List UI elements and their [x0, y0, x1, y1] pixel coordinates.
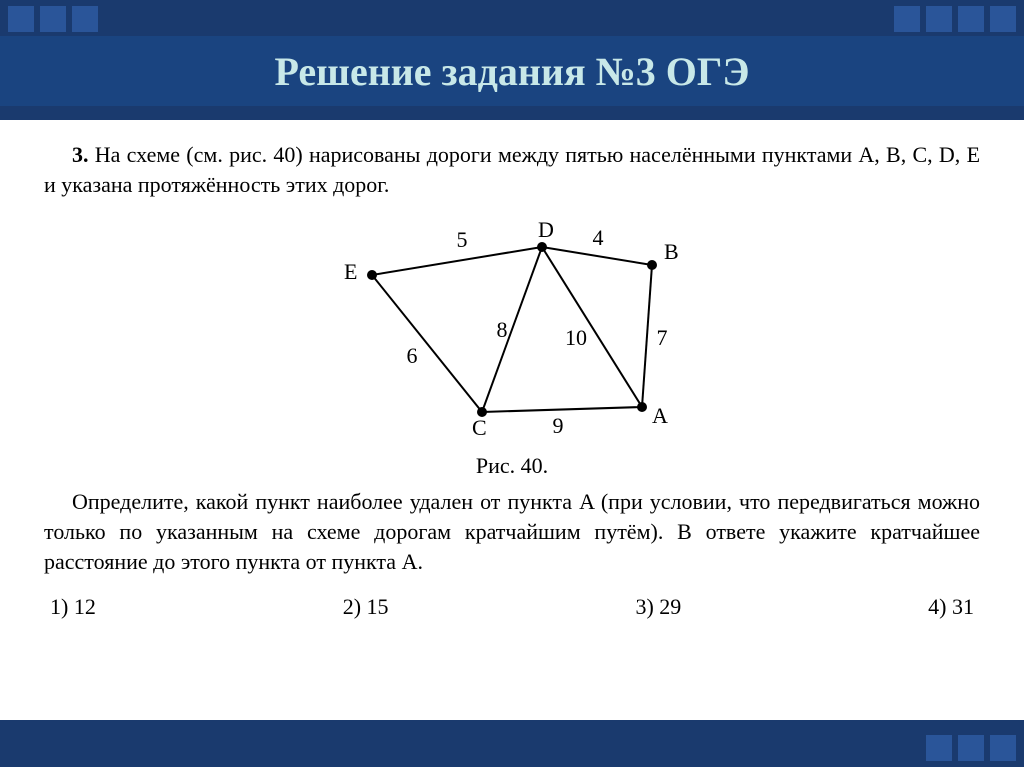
- content-area: 3. На схеме (см. рис. 40) нарисованы дор…: [0, 120, 1024, 720]
- graph-diagram: 5 4 7 9 6 8 10 A B C D E: [302, 217, 722, 447]
- svg-text:C: C: [472, 415, 487, 440]
- option-3: 3) 29: [635, 594, 681, 620]
- svg-text:B: B: [664, 239, 679, 264]
- svg-text:9: 9: [553, 413, 564, 438]
- title-bar: Решение задания №3 ОГЭ: [0, 36, 1024, 106]
- problem-text-2: Определите, какой пункт наиболее удален …: [44, 489, 980, 573]
- option-2: 2) 15: [343, 594, 389, 620]
- svg-text:D: D: [538, 217, 554, 242]
- slide-title: Решение задания №3 ОГЭ: [275, 48, 750, 95]
- svg-text:4: 4: [593, 225, 604, 250]
- problem-text-1: На схеме (см. рис. 40) нарисованы дороги…: [44, 142, 980, 197]
- figure: 5 4 7 9 6 8 10 A B C D E Рис. 40.: [44, 217, 980, 479]
- problem-paragraph-2: Определите, какой пункт наиболее удален …: [44, 487, 980, 576]
- svg-text:6: 6: [407, 343, 418, 368]
- problem-number: 3.: [72, 142, 89, 167]
- figure-caption: Рис. 40.: [476, 453, 548, 479]
- svg-text:A: A: [652, 403, 668, 428]
- svg-text:E: E: [344, 259, 357, 284]
- problem-paragraph-1: 3. На схеме (см. рис. 40) нарисованы дор…: [44, 140, 980, 199]
- option-4: 4) 31: [928, 594, 974, 620]
- slide: Решение задания №3 ОГЭ 3. На схеме (см. …: [0, 0, 1024, 767]
- option-1: 1) 12: [50, 594, 96, 620]
- svg-text:5: 5: [457, 227, 468, 252]
- svg-text:10: 10: [565, 325, 587, 350]
- svg-text:7: 7: [657, 325, 668, 350]
- deco-bottom-right: [864, 707, 1024, 767]
- svg-text:8: 8: [497, 317, 508, 342]
- answer-options: 1) 12 2) 15 3) 29 4) 31: [44, 594, 980, 620]
